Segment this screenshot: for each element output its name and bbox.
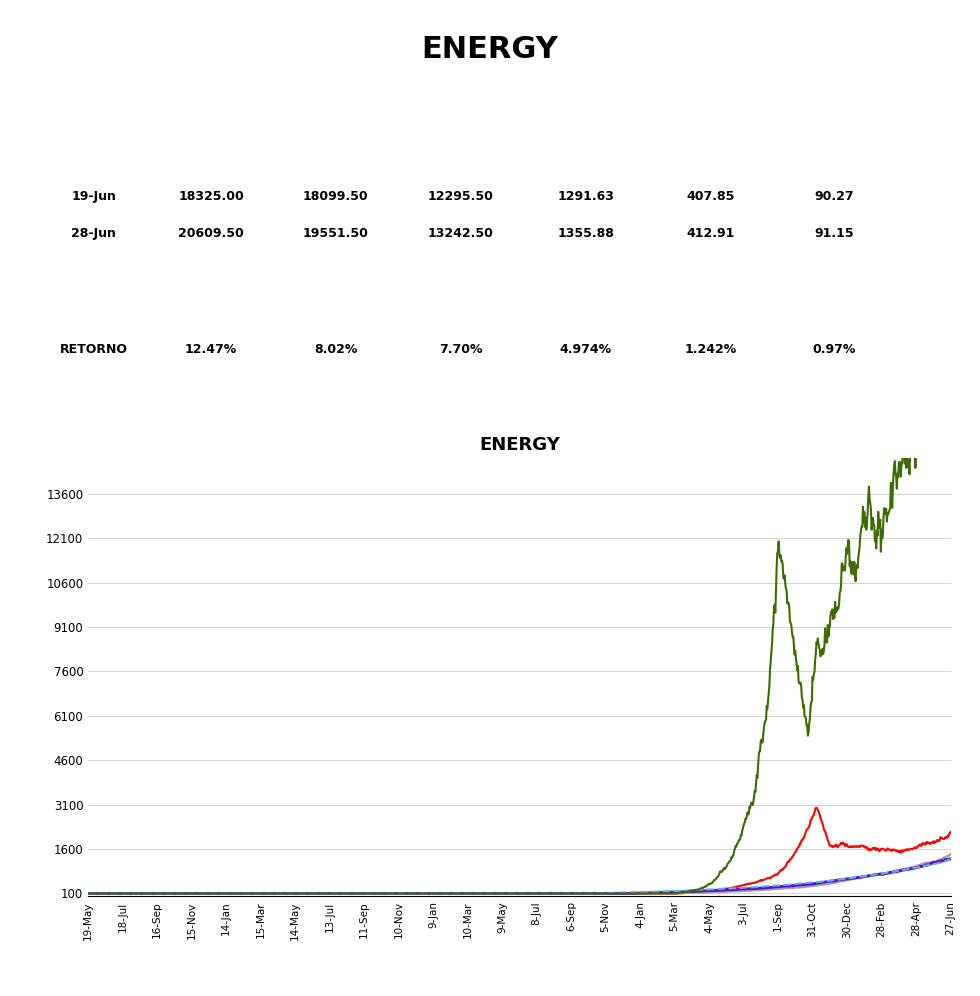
Text: 7.70%: 7.70%	[439, 343, 482, 356]
Text: VALORES DE CIERRE: VALORES DE CIERRE	[327, 116, 485, 130]
Text: CER: CER	[697, 306, 724, 319]
Text: 18325.00: 18325.00	[178, 190, 244, 203]
Text: CER: CER	[697, 153, 724, 166]
Text: SECTOR
XLE: SECTOR XLE	[807, 109, 862, 137]
Text: 28-Jun: 28-Jun	[72, 227, 117, 240]
Text: CVX: CVX	[447, 153, 475, 166]
Text: 4.974%: 4.974%	[560, 343, 612, 356]
Title: ENERGY: ENERGY	[479, 436, 560, 454]
Text: 18099.50: 18099.50	[303, 190, 368, 203]
Text: 407.85: 407.85	[686, 190, 735, 203]
Text: 91.15: 91.15	[814, 227, 855, 240]
Text: 19551.50: 19551.50	[303, 227, 368, 240]
Text: 1.242%: 1.242%	[684, 343, 737, 356]
Text: 12295.50: 12295.50	[428, 190, 494, 203]
Text: SECTOR
XLE: SECTOR XLE	[807, 261, 862, 290]
Text: ENERGY: ENERGY	[421, 35, 559, 64]
Text: CCL: CCL	[572, 153, 599, 166]
Text: XLE: XLE	[821, 153, 848, 166]
Text: 13242.50: 13242.50	[428, 227, 494, 240]
Text: 412.91: 412.91	[686, 227, 735, 240]
Text: 8.02%: 8.02%	[315, 343, 358, 356]
Text: VIST: VIST	[195, 153, 227, 166]
Text: 1355.88: 1355.88	[558, 227, 614, 240]
Text: PBR: PBR	[321, 306, 350, 319]
Text: CVX: CVX	[447, 306, 475, 319]
Text: VIST: VIST	[195, 306, 227, 319]
Text: PBR: PBR	[321, 153, 350, 166]
Text: CCL: CCL	[572, 306, 599, 319]
Text: XLE: XLE	[821, 306, 848, 319]
Text: RETORNO: RETORNO	[60, 343, 127, 356]
Text: 20609.50: 20609.50	[178, 227, 244, 240]
Text: VARIACION %: VARIACION %	[354, 268, 459, 283]
Text: 1291.63: 1291.63	[558, 190, 614, 203]
Text: 19-Jun: 19-Jun	[72, 190, 117, 203]
Text: 90.27: 90.27	[814, 190, 855, 203]
Text: 12.47%: 12.47%	[185, 343, 237, 356]
Text: FECHA: FECHA	[71, 153, 117, 166]
Text: 0.97%: 0.97%	[812, 343, 857, 356]
